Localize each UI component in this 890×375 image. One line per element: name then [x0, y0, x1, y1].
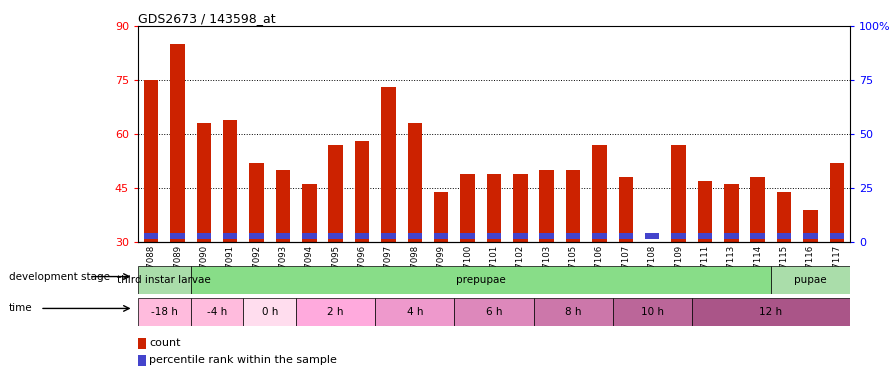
Bar — [539, 170, 554, 242]
Text: count: count — [150, 339, 181, 348]
Bar — [408, 123, 422, 242]
Bar — [566, 170, 580, 242]
Bar — [138, 355, 146, 366]
Bar — [170, 232, 185, 239]
Bar — [302, 232, 317, 239]
Bar — [223, 120, 238, 242]
Bar — [328, 145, 343, 242]
Bar — [376, 298, 455, 326]
Bar — [138, 338, 146, 349]
Text: GDS2673 / 143598_at: GDS2673 / 143598_at — [138, 12, 276, 25]
Bar — [539, 232, 554, 239]
Text: 12 h: 12 h — [759, 307, 782, 317]
Text: 0 h: 0 h — [262, 307, 278, 317]
Bar — [487, 232, 501, 239]
Bar — [645, 242, 659, 249]
Bar — [138, 266, 190, 294]
Bar — [296, 298, 376, 326]
Bar — [724, 184, 739, 242]
Bar — [513, 174, 528, 242]
Text: -4 h: -4 h — [207, 307, 227, 317]
Bar — [750, 232, 765, 239]
Bar — [328, 232, 343, 239]
Bar — [750, 177, 765, 242]
Text: 4 h: 4 h — [407, 307, 423, 317]
Bar — [276, 170, 290, 242]
Text: percentile rank within the sample: percentile rank within the sample — [150, 356, 337, 365]
Bar — [803, 210, 818, 242]
Bar — [249, 163, 263, 242]
Bar — [619, 177, 633, 242]
Bar — [381, 87, 396, 242]
Bar — [244, 298, 296, 326]
Bar — [408, 232, 422, 239]
Bar — [566, 232, 580, 239]
Bar — [197, 123, 211, 242]
Bar — [619, 232, 633, 239]
Bar — [777, 232, 791, 239]
Bar — [170, 44, 185, 242]
Bar — [645, 232, 659, 239]
Bar — [803, 232, 818, 239]
Bar — [671, 232, 686, 239]
Bar — [276, 232, 290, 239]
Text: time: time — [9, 303, 33, 313]
Text: 2 h: 2 h — [328, 307, 344, 317]
Bar — [592, 232, 607, 239]
Bar — [592, 145, 607, 242]
Bar — [381, 232, 396, 239]
Bar — [487, 174, 501, 242]
Text: 6 h: 6 h — [486, 307, 502, 317]
Bar — [460, 232, 475, 239]
Bar — [190, 266, 771, 294]
Bar — [777, 192, 791, 242]
Bar — [692, 298, 850, 326]
Bar — [533, 298, 612, 326]
Bar — [455, 298, 533, 326]
Bar — [434, 232, 449, 239]
Bar — [249, 232, 263, 239]
Bar — [144, 232, 158, 239]
Bar — [698, 181, 712, 242]
Bar — [829, 232, 844, 239]
Bar — [302, 184, 317, 242]
Text: -18 h: -18 h — [151, 307, 178, 317]
Text: 8 h: 8 h — [565, 307, 581, 317]
Text: third instar larvae: third instar larvae — [117, 275, 211, 285]
Bar — [355, 141, 369, 242]
Bar — [355, 232, 369, 239]
Bar — [460, 174, 475, 242]
Bar — [434, 192, 449, 242]
Bar — [829, 163, 844, 242]
Text: 10 h: 10 h — [641, 307, 664, 317]
Bar — [698, 232, 712, 239]
Bar — [612, 298, 692, 326]
Bar — [671, 145, 686, 242]
Bar — [144, 80, 158, 242]
Bar — [771, 266, 850, 294]
Bar — [724, 232, 739, 239]
Bar — [138, 298, 190, 326]
Bar — [513, 232, 528, 239]
Text: prepupae: prepupae — [456, 275, 506, 285]
Text: pupae: pupae — [794, 275, 827, 285]
Bar — [223, 232, 238, 239]
Bar — [197, 232, 211, 239]
Text: development stage: development stage — [9, 272, 109, 282]
Bar — [190, 298, 244, 326]
